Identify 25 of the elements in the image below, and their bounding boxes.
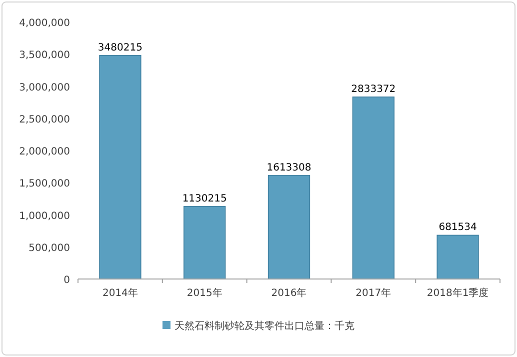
y-tick-label: 1,500,000 [19,178,70,190]
x-tick-label: 2014年 [102,287,138,299]
x-tick-label: 2018年1季度 [426,287,489,299]
bar [268,174,310,280]
data-label: 2833372 [351,84,396,95]
bar [99,54,142,280]
y-tick-label: 2,500,000 [19,114,70,126]
y-tick-label: 1,000,000 [19,210,70,222]
data-label: 681534 [438,222,477,234]
y-tick-label: 4,000,000 [19,18,70,29]
x-tick-label: 2015年 [186,287,222,299]
legend-label: 天然石料制砂轮及其零件出口总量：千克 [174,320,354,332]
y-tick-label: 500,000 [28,242,70,254]
bar [184,206,226,280]
bar [352,96,394,280]
x-tick-label: 2017年 [356,287,392,299]
bar [436,234,479,280]
y-tick-label: 2,000,000 [19,146,70,158]
data-label: 1130215 [182,193,227,204]
data-label: 3480215 [98,42,142,54]
y-tick-label: 3,500,000 [19,50,70,62]
y-tick-label: 0 [64,275,70,286]
data-label: 1613308 [266,162,312,174]
x-tick-label: 2016年 [271,287,307,299]
y-tick-label: 3,000,000 [19,82,70,94]
